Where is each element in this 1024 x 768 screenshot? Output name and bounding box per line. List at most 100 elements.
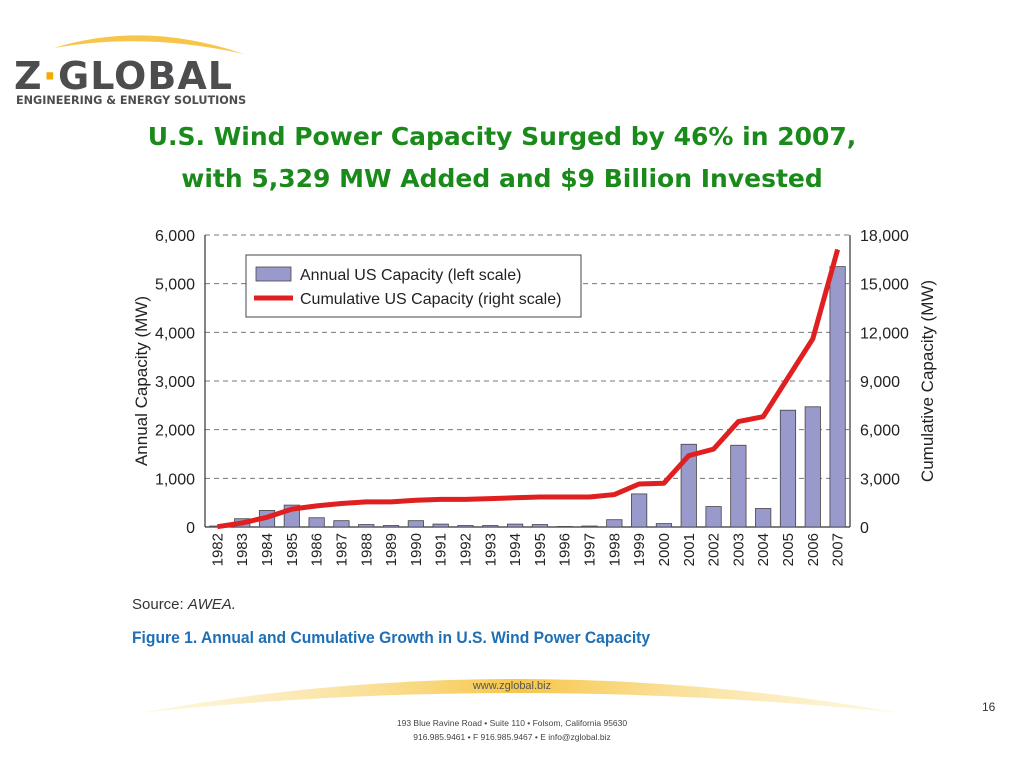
cumulative-point-2005 — [787, 377, 789, 379]
bar-annual-1987 — [333, 520, 350, 528]
x-tick-label: 1994 — [507, 533, 524, 566]
x-tick-label: 2001 — [681, 533, 698, 566]
legend-box — [245, 254, 582, 318]
right-tick-label: 3,000 — [860, 471, 900, 488]
cumulative-point-1982 — [216, 526, 218, 528]
x-tick-label: 2000 — [656, 533, 673, 566]
cumulative-point-1989 — [390, 501, 392, 503]
bar-annual-2005 — [779, 409, 797, 528]
x-tick-label: 1998 — [606, 533, 623, 566]
cumulative-point-1984 — [266, 516, 268, 518]
bar-annual-2006 — [804, 406, 821, 528]
x-tick-label: 1984 — [259, 533, 276, 566]
cumulative-point-1996 — [564, 496, 566, 498]
bar-annual-1994 — [507, 523, 524, 528]
cumulative-point-1986 — [316, 505, 318, 507]
figure-caption: Figure 1. Annual and Cumulative Growth i… — [132, 628, 651, 647]
right-tick-label: 9,000 — [860, 374, 900, 391]
footer-address: 193 Blue Ravine Road • Suite 110 • Folso… — [0, 716, 1024, 744]
x-tick-label: 1988 — [358, 533, 375, 566]
cumulative-point-2006 — [812, 338, 814, 340]
cumulative-point-1985 — [291, 508, 293, 510]
footer-address-line-1: 193 Blue Ravine Road • Suite 110 • Folso… — [396, 718, 628, 728]
cumulative-line — [217, 248, 841, 530]
x-tick-label: 1996 — [557, 533, 574, 566]
bar-annual-1998 — [606, 519, 623, 528]
x-tick-label: 1993 — [482, 533, 499, 566]
cumulative-point-2000 — [663, 482, 665, 484]
left-tick-label: 2,000 — [155, 423, 195, 440]
x-tick-label: 1990 — [408, 533, 425, 566]
cumulative-point-1990 — [415, 499, 417, 501]
cumulative-point-1994 — [514, 497, 516, 499]
cumulative-point-1998 — [613, 494, 615, 496]
source-label: Source: — [132, 596, 184, 613]
logo: Z·GLOBAL ENGINEERING & ENERGY SOLUTIONS — [14, 14, 254, 114]
cumulative-point-1988 — [365, 501, 367, 503]
bar-annual-1995 — [531, 524, 548, 528]
x-tick-label: 2002 — [706, 533, 723, 566]
legend-label-annual: Annual US Capacity (left scale) — [300, 267, 521, 284]
logo-wordmark: Z·GLOBAL — [14, 54, 233, 98]
right-tick-label: 15,000 — [860, 277, 909, 294]
right-tick-label: 18,000 — [860, 228, 909, 245]
logo-tagline: ENGINEERING & ENERGY SOLUTIONS — [16, 94, 247, 107]
x-tick-label: 1987 — [333, 533, 350, 566]
legend-label-cumulative: Cumulative US Capacity (right scale) — [300, 291, 561, 308]
bar-annual-2002 — [705, 506, 722, 528]
cumulative-point-2007 — [837, 249, 839, 251]
slide-title-line-1: U.S. Wind Power Capacity Surged by 46% i… — [147, 122, 857, 151]
bar-annual-1990 — [407, 520, 424, 528]
cumulative-point-1992 — [464, 498, 466, 500]
left-tick-label: 1,000 — [155, 471, 195, 488]
bar-annual-1991 — [432, 523, 449, 528]
x-tick-label: 2007 — [830, 533, 847, 566]
bar-annual-2001 — [680, 443, 697, 528]
x-tick-label: 2005 — [780, 533, 797, 566]
wind-capacity-chart: 0 1,000 2,000 3,000 4,000 5,000 6,000 0 3,000 6,0… — [132, 228, 937, 566]
x-tick-label: 2003 — [730, 533, 747, 566]
bar-annual-1989 — [382, 525, 400, 528]
left-tick-label: 6,000 — [155, 228, 195, 245]
cumulative-point-1997 — [589, 496, 591, 498]
x-tick-label: 1982 — [209, 533, 226, 566]
x-tick-label: 2004 — [755, 533, 772, 566]
x-tick-label: 1986 — [309, 533, 326, 566]
bar-annual-2000 — [655, 523, 673, 528]
footer-swoosh-icon — [140, 679, 900, 713]
page-number: 16 — [982, 700, 996, 714]
bar-annual-1997 — [581, 525, 598, 528]
bar-annual-1992 — [457, 525, 474, 528]
bar-annual-2004 — [755, 508, 772, 528]
bar-annual-2007 — [829, 266, 846, 528]
source-note: Source: AWEA. — [132, 596, 236, 613]
bar-annual-1993 — [482, 525, 499, 528]
footer-website[interactable]: www.zglobal.biz — [472, 680, 552, 692]
x-tick-label: 1999 — [631, 533, 648, 566]
bar-annual-1986 — [308, 517, 325, 528]
right-tick-label: 6,000 — [860, 423, 900, 440]
x-tick-label: 1983 — [234, 533, 251, 566]
cumulative-point-1987 — [340, 502, 342, 504]
bar-annual-1988 — [358, 524, 375, 528]
cumulative-point-2003 — [737, 421, 739, 423]
x-tick-label: 1997 — [582, 533, 599, 566]
x-tick-label: 1991 — [433, 533, 450, 566]
right-axis-title: Cumulative Capacity (MW) — [918, 280, 937, 482]
cumulative-point-1999 — [638, 483, 640, 485]
cumulative-point-1995 — [539, 496, 541, 498]
footer-address-line-2: 916.985.9461 • F 916.985.9467 • E info@z… — [413, 732, 611, 742]
x-tick-label: 1992 — [457, 533, 474, 566]
legend-bar-swatch — [255, 266, 292, 282]
right-tick-label: 0 — [860, 520, 869, 537]
bar-annual-1999 — [631, 493, 648, 528]
source-value: AWEA. — [187, 596, 236, 613]
x-tick-label: 1995 — [532, 533, 549, 566]
logo-swoosh-icon — [54, 35, 244, 54]
x-tick-label: 1985 — [284, 533, 301, 566]
cumulative-point-1993 — [489, 498, 491, 500]
cumulative-point-1983 — [241, 522, 243, 524]
slide-title: U.S. Wind Power Capacity Surged by 46% i… — [60, 116, 944, 200]
x-tick-label: 2006 — [805, 533, 822, 566]
left-tick-label: 5,000 — [155, 277, 195, 294]
